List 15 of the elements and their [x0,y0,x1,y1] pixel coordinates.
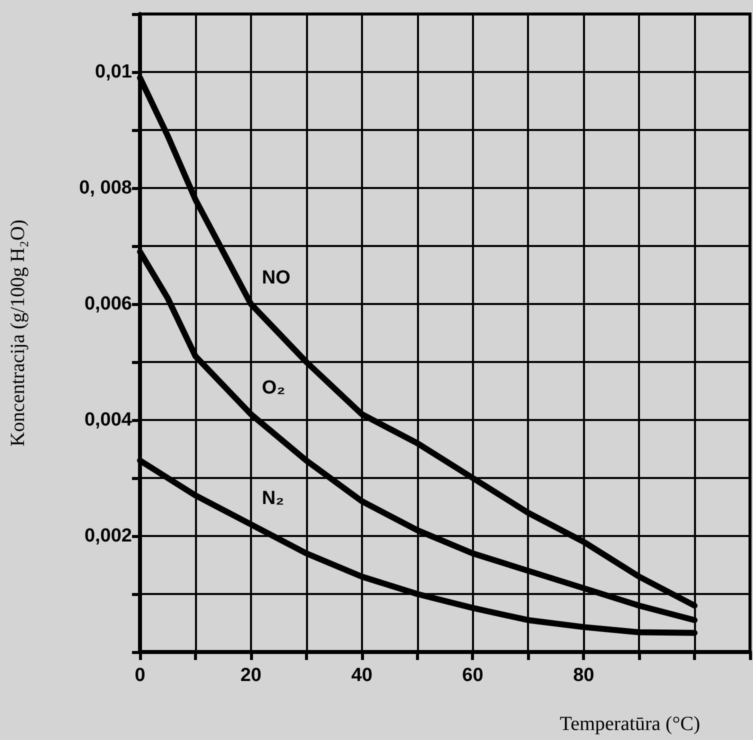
y-tick-label: 0,01 [95,62,132,82]
x-axis-title: Temperatūra (°C) [560,713,700,735]
series-label: N₂ [262,488,284,509]
x-tick-label: 40 [351,665,372,686]
y-tick-label: 0,006 [84,294,132,314]
x-tick-label: 20 [240,665,262,686]
x-tick-label: 80 [573,665,594,686]
x-tick-label: 0 [134,665,146,686]
x-tick-label: 60 [462,665,484,686]
series-label: NO [262,268,290,288]
y-tick-label: 0, 008 [79,178,132,198]
y-tick-label: 0,002 [84,526,132,546]
series-label: O₂ [262,378,286,399]
y-tick-label: 0,004 [84,410,132,430]
y-axis-title: Koncentracija (g/100g H₂O) [7,220,29,446]
